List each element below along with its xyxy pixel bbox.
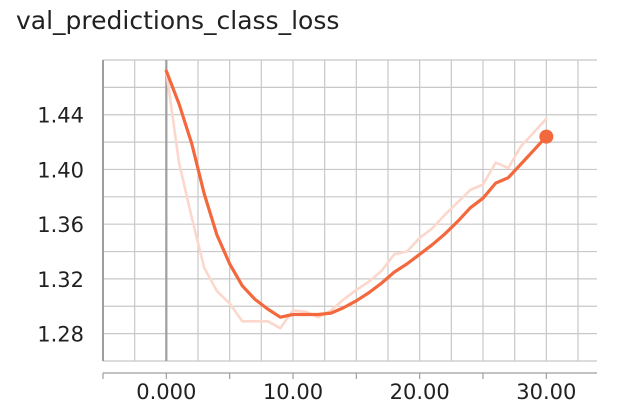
x-tick-label: 10.00 xyxy=(263,380,323,404)
series-line-raw xyxy=(165,69,548,330)
last-value-point xyxy=(539,129,554,144)
y-tick-label: 1.44 xyxy=(37,104,84,128)
grid xyxy=(103,59,597,362)
x-tick-label: 20.00 xyxy=(390,380,450,404)
series-layer xyxy=(164,69,548,330)
series-line-smoothed xyxy=(164,69,548,319)
x-tick-label: 30.00 xyxy=(516,380,576,404)
y-tick-label: 1.32 xyxy=(37,268,84,292)
y-tick-label: 1.40 xyxy=(37,158,84,182)
chart-title: val_predictions_class_loss xyxy=(16,6,340,35)
axes xyxy=(102,60,597,379)
y-tick-label: 1.28 xyxy=(37,323,84,347)
tick-labels: 1.28 1.32 1.36 1.40 1.44 0.000 10.00 20.00 30.00 xyxy=(37,104,576,404)
y-tick-label: 1.36 xyxy=(37,213,84,237)
x-tick-label: 0.000 xyxy=(136,380,196,404)
